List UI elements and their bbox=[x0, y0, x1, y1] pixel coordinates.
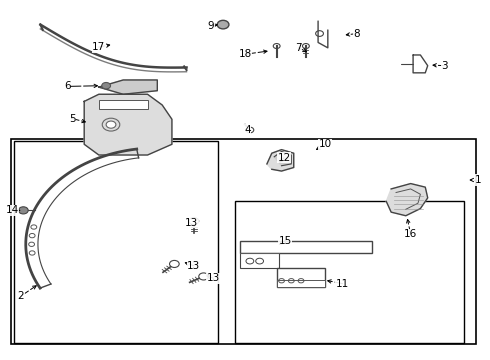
Bar bbox=[14, 141, 218, 342]
Polygon shape bbox=[267, 150, 294, 171]
Bar bbox=[240, 241, 372, 253]
Text: 6: 6 bbox=[64, 81, 71, 91]
Text: 13: 13 bbox=[187, 261, 200, 271]
Polygon shape bbox=[274, 152, 291, 166]
Text: 3: 3 bbox=[441, 61, 448, 71]
Text: 16: 16 bbox=[404, 229, 417, 239]
Text: 15: 15 bbox=[278, 236, 292, 246]
Text: 18: 18 bbox=[238, 49, 252, 59]
Text: 8: 8 bbox=[354, 28, 360, 39]
Circle shape bbox=[102, 82, 111, 89]
Bar bbox=[11, 139, 476, 344]
Text: 9: 9 bbox=[208, 21, 214, 31]
Text: 14: 14 bbox=[5, 205, 19, 215]
Circle shape bbox=[217, 20, 229, 29]
Text: 4: 4 bbox=[244, 125, 251, 135]
Bar bbox=[99, 100, 147, 109]
Text: 5: 5 bbox=[69, 113, 75, 123]
Text: 10: 10 bbox=[319, 139, 332, 149]
Bar bbox=[240, 253, 279, 267]
Polygon shape bbox=[386, 184, 428, 216]
Bar bbox=[235, 202, 464, 342]
Text: 13: 13 bbox=[207, 273, 220, 283]
Circle shape bbox=[106, 121, 116, 128]
Text: 11: 11 bbox=[336, 279, 349, 289]
Text: 7: 7 bbox=[295, 43, 302, 53]
Text: 13: 13 bbox=[185, 218, 198, 228]
Polygon shape bbox=[84, 94, 172, 155]
Bar bbox=[277, 267, 325, 287]
Bar bbox=[277, 280, 325, 287]
Text: 1: 1 bbox=[475, 175, 481, 185]
Circle shape bbox=[19, 207, 28, 214]
Polygon shape bbox=[99, 80, 157, 94]
Text: 2: 2 bbox=[18, 291, 24, 301]
Text: 12: 12 bbox=[277, 153, 291, 163]
Text: 17: 17 bbox=[92, 42, 105, 52]
